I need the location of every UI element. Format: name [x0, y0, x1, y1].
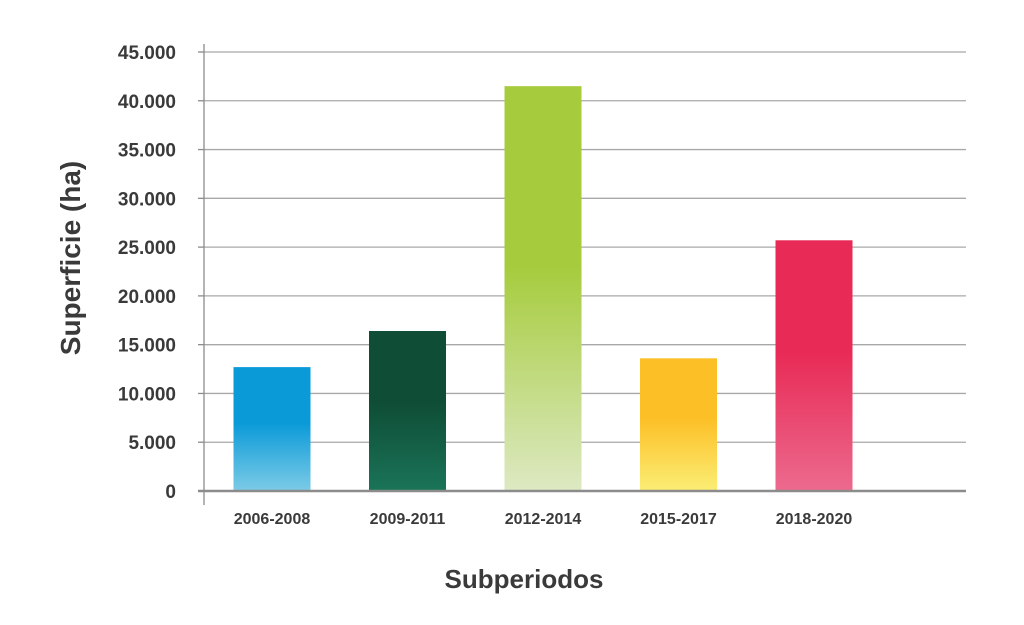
bar-2006-2008	[233, 367, 311, 491]
x-tick-labels: 2006-2008 2009-2011 2012-2014 2015-2017 2018…	[234, 511, 853, 528]
bar-2012-2014	[504, 86, 582, 492]
bar-2009-2011	[369, 331, 446, 491]
y-tick-label: 0	[165, 482, 176, 503]
y-tick-labels: 0 5.000 10.000 15.000 20.000 25.000 30.000 35.0…	[118, 43, 176, 503]
x-tick-label: 2009-2011	[370, 511, 446, 528]
y-tick-label: 30.000	[118, 189, 176, 210]
y-tick-label: 10.000	[118, 384, 176, 405]
x-tick-label: 2006-2008	[234, 511, 311, 528]
bars	[233, 86, 853, 492]
x-axis-title: Subperiodos	[445, 564, 604, 594]
x-tick-label: 2015-2017	[640, 511, 717, 528]
y-tick-label: 20.000	[118, 287, 176, 308]
y-tick-label: 15.000	[118, 336, 176, 357]
y-tick-label: 35.000	[118, 141, 176, 162]
x-tick-label: 2012-2014	[505, 511, 582, 528]
bar-2015-2017	[640, 358, 717, 491]
y-tick-label: 40.000	[118, 92, 176, 113]
bar-2018-2020	[775, 240, 853, 491]
x-tick-label: 2018-2020	[776, 511, 853, 528]
y-tick-label: 25.000	[118, 238, 176, 259]
y-tick-label: 5.000	[128, 433, 176, 454]
axes	[198, 44, 966, 505]
y-axis-title: Superficie (ha)	[55, 161, 86, 355]
y-tick-label: 45.000	[118, 43, 176, 64]
